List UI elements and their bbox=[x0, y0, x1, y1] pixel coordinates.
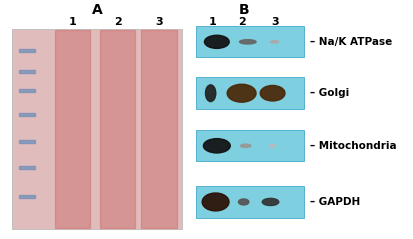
Ellipse shape bbox=[204, 139, 230, 153]
Text: 3: 3 bbox=[155, 16, 163, 27]
Text: 3: 3 bbox=[271, 16, 278, 27]
Ellipse shape bbox=[240, 40, 256, 44]
Ellipse shape bbox=[240, 144, 251, 147]
Text: – Golgi: – Golgi bbox=[310, 88, 349, 98]
FancyBboxPatch shape bbox=[12, 29, 182, 229]
Bar bbox=[19, 113, 35, 116]
Ellipse shape bbox=[238, 199, 249, 205]
Text: 2: 2 bbox=[238, 16, 245, 27]
Bar bbox=[100, 30, 135, 228]
Text: 2: 2 bbox=[114, 16, 121, 27]
Bar bbox=[19, 49, 35, 52]
FancyBboxPatch shape bbox=[196, 26, 304, 57]
FancyBboxPatch shape bbox=[196, 130, 304, 161]
FancyBboxPatch shape bbox=[196, 186, 304, 218]
Bar bbox=[19, 70, 35, 73]
Bar bbox=[55, 30, 90, 228]
Bar bbox=[19, 89, 35, 92]
Ellipse shape bbox=[262, 198, 279, 206]
Ellipse shape bbox=[260, 86, 285, 101]
Text: – Mitochondria: – Mitochondria bbox=[310, 141, 396, 151]
Bar bbox=[19, 166, 35, 169]
Text: 1: 1 bbox=[69, 16, 76, 27]
FancyBboxPatch shape bbox=[196, 77, 304, 109]
Bar bbox=[19, 195, 35, 198]
Text: 1: 1 bbox=[209, 16, 216, 27]
Ellipse shape bbox=[204, 35, 229, 49]
Bar bbox=[19, 140, 35, 143]
Text: – GAPDH: – GAPDH bbox=[310, 197, 360, 207]
Ellipse shape bbox=[206, 85, 216, 102]
Ellipse shape bbox=[202, 193, 229, 211]
Text: B: B bbox=[238, 3, 249, 16]
Bar bbox=[141, 30, 177, 228]
Ellipse shape bbox=[271, 41, 279, 43]
Text: A: A bbox=[92, 3, 102, 16]
Ellipse shape bbox=[270, 145, 276, 147]
Text: – Na/K ATPase: – Na/K ATPase bbox=[310, 37, 392, 47]
Ellipse shape bbox=[227, 84, 256, 102]
